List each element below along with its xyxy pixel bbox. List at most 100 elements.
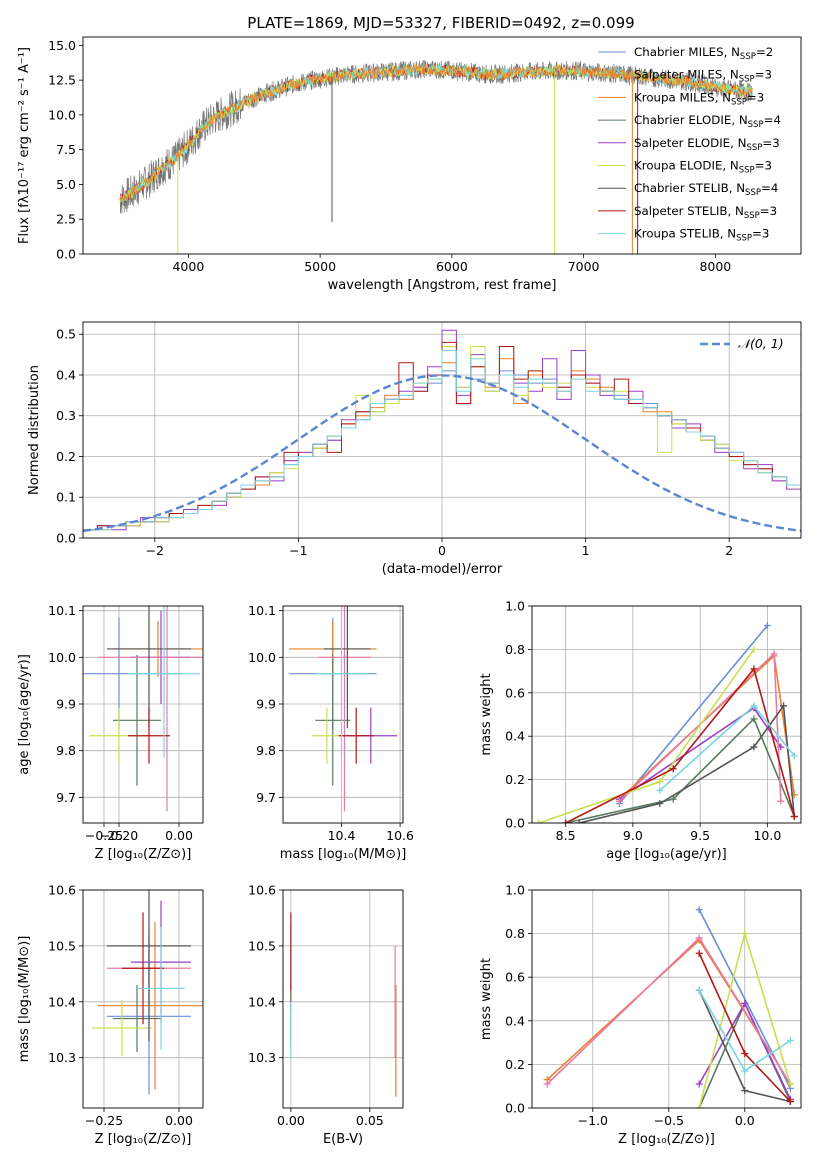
x-tick-label: 9.5 <box>690 828 710 843</box>
weight-lines <box>535 622 798 823</box>
y-tick-label: 5.0 <box>56 177 76 192</box>
error-bar-point <box>113 985 161 1053</box>
x-tick-label: 0.00 <box>165 828 193 843</box>
error-bar-point <box>137 926 185 1050</box>
axes-frame <box>531 889 802 1109</box>
error-bar-point <box>338 707 374 764</box>
weight-marker <box>790 752 798 760</box>
weight-marker <box>741 1087 749 1095</box>
y-tick-label: 0.8 <box>505 926 525 941</box>
x-tick-label: 0.0 <box>735 1113 755 1128</box>
weight-marker <box>750 665 758 673</box>
error-bars <box>288 606 398 812</box>
axes-frame <box>282 889 404 1109</box>
x-tick-label: 0 <box>438 543 446 558</box>
x-axis-label: wavelength [Angstrom, rest frame] <box>328 278 557 293</box>
x-axis-label: Z [log₁₀(Z/Z⊙)] <box>95 847 192 862</box>
x-axis-label: Z [log₁₀(Z/Z⊙)] <box>618 1132 715 1147</box>
y-tick-label: 9.8 <box>256 743 276 758</box>
legend-entry: Kroupa MILES, NSSP=3 <box>634 90 764 107</box>
weight-marker <box>695 906 703 914</box>
y-tick-label: 9.9 <box>56 697 76 712</box>
weight-marker <box>575 819 583 823</box>
legend-entry: 𝒩(0, 1) <box>738 336 784 351</box>
weight-series-line <box>618 624 769 805</box>
axes-frame <box>531 605 802 824</box>
y-tick-label: 10.3 <box>48 1050 76 1065</box>
y-axis-label: mass weight <box>479 958 494 1040</box>
weight-vs-Z-panel: −1.0 −0.5 0.0 0.0 0.2 0.4 0.6 0.8 1.0 Z [log₁₀(Z/… <box>479 883 802 1147</box>
y-tick-label: 0.5 <box>56 327 76 342</box>
y-tick-label: 10.3 <box>248 1050 276 1065</box>
legend-entry: Kroupa STELIB, NSSP=3 <box>634 227 769 244</box>
y-tick-label: 0.2 <box>56 449 76 464</box>
x-tick-label: 10.4 <box>328 828 356 843</box>
legend-entry: Chabrier ELODIE, NSSP=4 <box>634 113 781 130</box>
y-tick-label: 0.0 <box>505 1101 525 1116</box>
y-tick-label: 10.6 <box>48 883 76 898</box>
x-tick-label: 10.6 <box>386 828 414 843</box>
y-tick-label: 0.2 <box>505 772 525 787</box>
weight-marker <box>543 1080 551 1088</box>
x-axis-label: age [log₁₀(age/yr)] <box>606 847 727 862</box>
legend-entry: Salpeter ELODIE, NSSP=3 <box>634 136 780 153</box>
y-tick-label: 0.6 <box>505 685 525 700</box>
x-tick-label: −1.0 <box>578 1113 608 1128</box>
weight-marker <box>780 702 788 710</box>
residuals-panel: −2 −1 0 1 2 0.0 0.1 0.2 0.3 0.4 0.5 (data-model)/er… <box>27 321 802 577</box>
x-tick-label: −0.25 <box>85 1113 123 1128</box>
error-bar-point <box>107 890 191 1041</box>
x-tick-label: 0.05 <box>356 1113 384 1128</box>
x-tick-label: 2 <box>725 543 733 558</box>
y-tick-label: 0.4 <box>505 729 525 744</box>
residual-histogram <box>83 358 801 538</box>
weight-marker <box>750 743 758 751</box>
y-tick-label: 0.3 <box>56 408 76 423</box>
x-tick-label: 0.00 <box>277 1113 305 1128</box>
error-bar-point <box>318 606 371 812</box>
weight-marker <box>741 999 749 1007</box>
error-bar-point <box>113 655 161 786</box>
mass-vs-EBV-panel: 0.00 0.05 10.3 10.4 10.5 10.6 E(B-V) <box>248 883 404 1147</box>
error-bar-point <box>323 606 371 729</box>
weight-marker <box>695 949 703 957</box>
x-tick-label: 8.5 <box>556 828 576 843</box>
y-tick-label: 2.5 <box>56 212 76 227</box>
error-bar-point <box>98 606 203 812</box>
y-tick-label: 0.0 <box>56 247 76 262</box>
y-tick-label: 9.9 <box>256 697 276 712</box>
y-axis-label: mass [log₁₀(M/M⊙)] <box>17 936 32 1063</box>
y-tick-label: 10.1 <box>48 603 76 618</box>
residual-histogram <box>83 329 801 538</box>
weight-vs-age-panel: 8.5 9.0 9.5 10.0 0.0 0.2 0.4 0.6 0.8 1.0 age [log₁… <box>479 599 802 862</box>
error-bar-point <box>122 912 164 1025</box>
legend-entry: Chabrier STELIB, NSSP=4 <box>634 181 778 198</box>
y-axis-label: Normed distribution <box>27 365 42 495</box>
weight-marker <box>669 765 677 773</box>
mass-vs-Z-panel: −0.25 0.00 10.3 10.4 10.5 10.6 Z [log₁₀(Z/Z⊙)]… <box>17 883 204 1147</box>
x-tick-label: 6000 <box>436 259 468 274</box>
y-tick-label: 0.6 <box>505 970 525 985</box>
y-tick-label: 9.8 <box>56 743 76 758</box>
y-tick-label: 0.0 <box>56 531 76 546</box>
x-tick-label: 0.00 <box>165 1113 193 1128</box>
legend-entry: Salpeter MILES, NSSP=3 <box>634 68 772 85</box>
error-bars <box>92 890 203 1095</box>
y-tick-label: 10.0 <box>48 650 76 665</box>
axes-frame <box>82 321 802 539</box>
weight-marker <box>535 819 543 823</box>
weight-marker <box>786 1097 794 1105</box>
axes-frame <box>82 889 204 1109</box>
weight-marker <box>615 797 623 805</box>
axes-frame <box>82 605 204 824</box>
error-bar-point <box>128 606 200 758</box>
y-axis-label: mass weight <box>479 673 494 755</box>
weight-marker <box>695 1104 703 1108</box>
y-tick-label: 15.0 <box>48 38 76 53</box>
error-bar-point <box>312 707 342 764</box>
error-bars <box>83 606 203 812</box>
error-bar-point <box>128 707 170 764</box>
weight-marker <box>656 778 664 786</box>
y-tick-label: 0.8 <box>505 642 525 657</box>
spectrum-panel: 4000 5000 6000 7000 8000 0.0 2.5 5.0 7.5 10.0 12.5… <box>17 36 802 293</box>
